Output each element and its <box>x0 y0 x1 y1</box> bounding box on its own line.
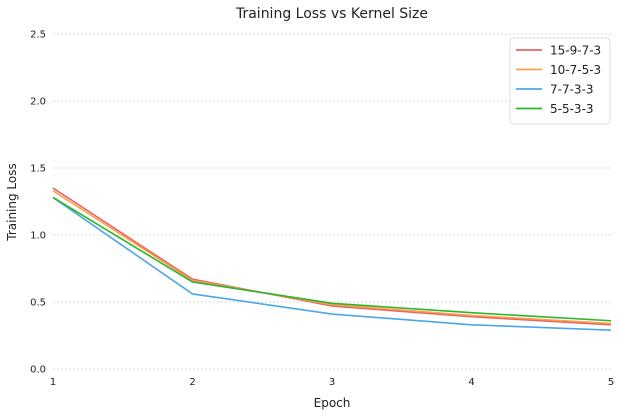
y-tick-label: 0.5 <box>30 298 46 309</box>
series-line-7-7-3-3 <box>52 196 612 331</box>
chart-title: Training Loss vs Kernel Size <box>235 6 428 22</box>
x-tick-label: 1 <box>50 377 56 388</box>
y-tick-label: 2.5 <box>30 30 46 41</box>
series-lines <box>52 187 612 331</box>
legend-box <box>509 37 611 125</box>
x-tick-label: 2 <box>189 377 195 388</box>
y-tick-label: 0.0 <box>30 365 46 376</box>
x-axis-label: Epoch <box>314 396 351 410</box>
series-line-10-7-5-3 <box>52 190 612 325</box>
y-axis-ticks: 0.0 0.5 1.0 1.5 2.0 2.5 <box>30 30 46 376</box>
series-line-5-5-3-3 <box>52 196 612 322</box>
y-tick-label: 1.0 <box>30 231 46 242</box>
x-axis-ticks: 1 2 3 4 5 <box>50 377 614 388</box>
y-tick-label: 1.5 <box>30 164 46 175</box>
series-line-15-9-7-3 <box>52 187 612 326</box>
x-tick-label: 3 <box>329 377 335 388</box>
legend-label: 10-7-5-3 <box>550 63 601 77</box>
legend: 15-9-7-3 10-7-5-3 7-7-3-3 5-5-3-3 <box>509 37 611 125</box>
y-tick-label: 2.0 <box>30 97 46 108</box>
legend-label: 15-9-7-3 <box>550 44 601 58</box>
x-tick-label: 5 <box>608 377 614 388</box>
x-tick-label: 4 <box>468 377 474 388</box>
y-axis-label: Training Loss <box>5 163 19 241</box>
legend-label: 7-7-3-3 <box>550 83 594 97</box>
legend-label: 5-5-3-3 <box>550 102 594 116</box>
